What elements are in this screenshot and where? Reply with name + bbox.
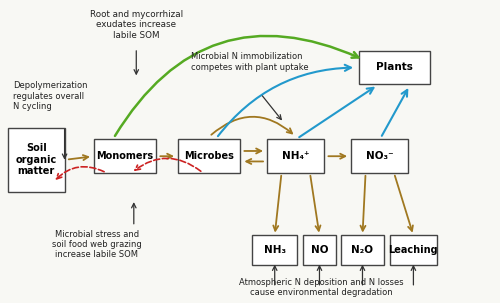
Text: N₂O: N₂O xyxy=(352,245,374,255)
Text: NO: NO xyxy=(310,245,328,255)
FancyBboxPatch shape xyxy=(342,235,384,265)
FancyBboxPatch shape xyxy=(268,139,324,173)
Text: Atmospheric N deposition and N losses
cause environmental degradation: Atmospheric N deposition and N losses ca… xyxy=(240,278,404,297)
FancyBboxPatch shape xyxy=(8,128,64,192)
Text: Microbes: Microbes xyxy=(184,151,234,161)
FancyBboxPatch shape xyxy=(352,139,408,173)
Text: Microbial N immobilization
competes with plant uptake: Microbial N immobilization competes with… xyxy=(190,52,308,72)
FancyBboxPatch shape xyxy=(390,235,437,265)
FancyBboxPatch shape xyxy=(94,139,156,173)
Text: Depolymerization
regulates overall
N cycling: Depolymerization regulates overall N cyc… xyxy=(12,81,87,111)
Text: Microbial stress and
soil food web grazing
increase labile SOM: Microbial stress and soil food web grazi… xyxy=(52,230,142,259)
Text: Monomers: Monomers xyxy=(96,151,154,161)
FancyBboxPatch shape xyxy=(252,235,297,265)
Text: NO₃⁻: NO₃⁻ xyxy=(366,151,394,161)
Text: NH₄⁺: NH₄⁺ xyxy=(282,151,310,161)
Text: Soil
organic
matter: Soil organic matter xyxy=(16,143,57,176)
Text: Root and mycorrhizal
exudates increase
labile SOM: Root and mycorrhizal exudates increase l… xyxy=(90,10,183,40)
FancyBboxPatch shape xyxy=(359,51,430,84)
Text: Leaching: Leaching xyxy=(388,245,438,255)
Text: Plants: Plants xyxy=(376,62,413,72)
FancyBboxPatch shape xyxy=(304,235,336,265)
Text: NH₃: NH₃ xyxy=(264,245,286,255)
FancyBboxPatch shape xyxy=(178,139,240,173)
